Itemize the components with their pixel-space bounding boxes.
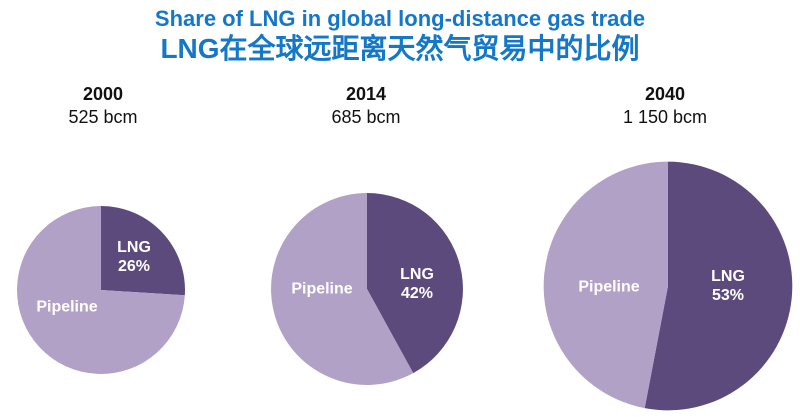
pie-2014-lng-label: LNG 42% [400,265,434,303]
pie-2040-year-label: 2040 [644,84,686,104]
chart-title: Share of LNG in global long-distance gas… [0,5,800,65]
pie-2000-pipeline-slice [16,205,185,374]
pie-2040-header: 2040 1 150 bcm [623,84,707,127]
pie-2000-lng-label: LNG 26% [117,238,151,276]
pie-2000-lng-slice [101,206,185,296]
pie-2040-pipeline-label: Pipeline [578,278,640,296]
pie-2040-lng-label: LNG 53% [711,267,745,305]
pie-2000-header: 2000 525 bcm [68,84,137,127]
pie-2014-volume-label: 685 bcm [331,107,401,127]
pie-2000-lng-label-text: LNG [117,239,151,256]
pie-2014-year-label: 2014 [345,84,387,104]
pie-2000-year-label: 2000 [82,84,124,104]
chart-title-chinese: LNG在全球远距离天然气贸易中的比例 [160,33,640,64]
pie-2014-header: 2014 685 bcm [331,84,400,127]
pie-2000-pipeline-label: Pipeline [36,298,98,316]
chart-title-english: Share of LNG in global long-distance gas… [154,6,646,31]
pie-2014-lng-slice [367,193,463,374]
pie-2014-pipeline-label: Pipeline [291,280,353,298]
pie-2014-pipeline-slice [271,193,414,385]
pie-2000-lng-pct: 26% [117,258,151,275]
pie-2040-lng-label-text: LNG [711,268,745,285]
pie-2014-lng-pct: 42% [400,285,434,302]
pie-2014-lng-label-text: LNG [400,266,434,283]
pie-2040-lng-pct: 53% [711,287,745,304]
pie-2040-lng-slice [644,161,793,411]
pie-2040-volume-label: 1 150 bcm [622,107,708,127]
pie-2000-volume-label: 525 bcm [68,107,138,127]
pie-2040-pipeline-slice [543,161,668,409]
